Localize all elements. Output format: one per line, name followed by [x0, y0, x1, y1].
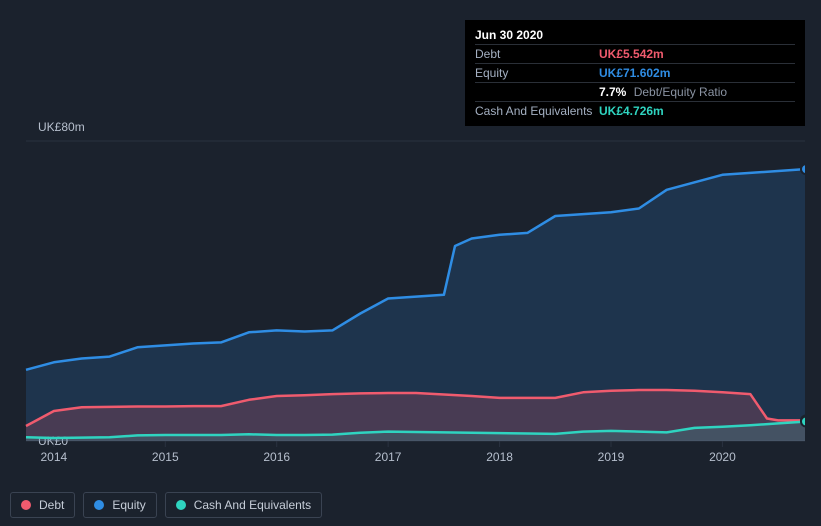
series-end-marker: [801, 164, 805, 174]
tooltip-row-value: UK£5.542m: [599, 47, 664, 61]
tooltip-row: 7.7% Debt/Equity Ratio: [475, 82, 795, 101]
legend-swatch: [94, 500, 104, 510]
tooltip-row: Cash And EquivalentsUK£4.726m: [475, 101, 795, 120]
tooltip-row-label: Debt: [475, 47, 599, 61]
legend-label: Cash And Equivalents: [194, 498, 311, 512]
tooltip-row-value: UK£71.602m: [599, 66, 670, 80]
legend-item[interactable]: Cash And Equivalents: [165, 492, 322, 518]
tooltip-row: DebtUK£5.542m: [475, 44, 795, 63]
tooltip-date: Jun 30 2020: [475, 26, 795, 44]
x-axis-label: 2016: [263, 450, 290, 464]
legend-label: Equity: [112, 498, 145, 512]
tooltip-row-note: Debt/Equity Ratio: [630, 85, 727, 99]
x-axis-label: 2017: [375, 450, 402, 464]
tooltip-row-value: 7.7% Debt/Equity Ratio: [599, 85, 727, 99]
x-axis-label: 2014: [41, 450, 68, 464]
legend-swatch: [176, 500, 186, 510]
legend-swatch: [21, 500, 31, 510]
x-axis-label: 2019: [598, 450, 625, 464]
x-axis-label: 2018: [486, 450, 513, 464]
chart-tooltip: Jun 30 2020 DebtUK£5.542mEquityUK£71.602…: [465, 20, 805, 126]
x-axis-label: 2015: [152, 450, 179, 464]
tooltip-row-label: Cash And Equivalents: [475, 104, 599, 118]
tooltip-row-label: [475, 85, 599, 99]
y-axis-label: UK£80m: [38, 120, 85, 134]
tooltip-row: EquityUK£71.602m: [475, 63, 795, 82]
series-end-marker: [801, 417, 805, 427]
legend-item[interactable]: Equity: [83, 492, 156, 518]
tooltip-row-value: UK£4.726m: [599, 104, 664, 118]
x-axis-label: 2020: [709, 450, 736, 464]
legend: Debt Equity Cash And Equivalents: [10, 492, 322, 518]
tooltip-row-label: Equity: [475, 66, 599, 80]
legend-item[interactable]: Debt: [10, 492, 75, 518]
legend-label: Debt: [39, 498, 64, 512]
